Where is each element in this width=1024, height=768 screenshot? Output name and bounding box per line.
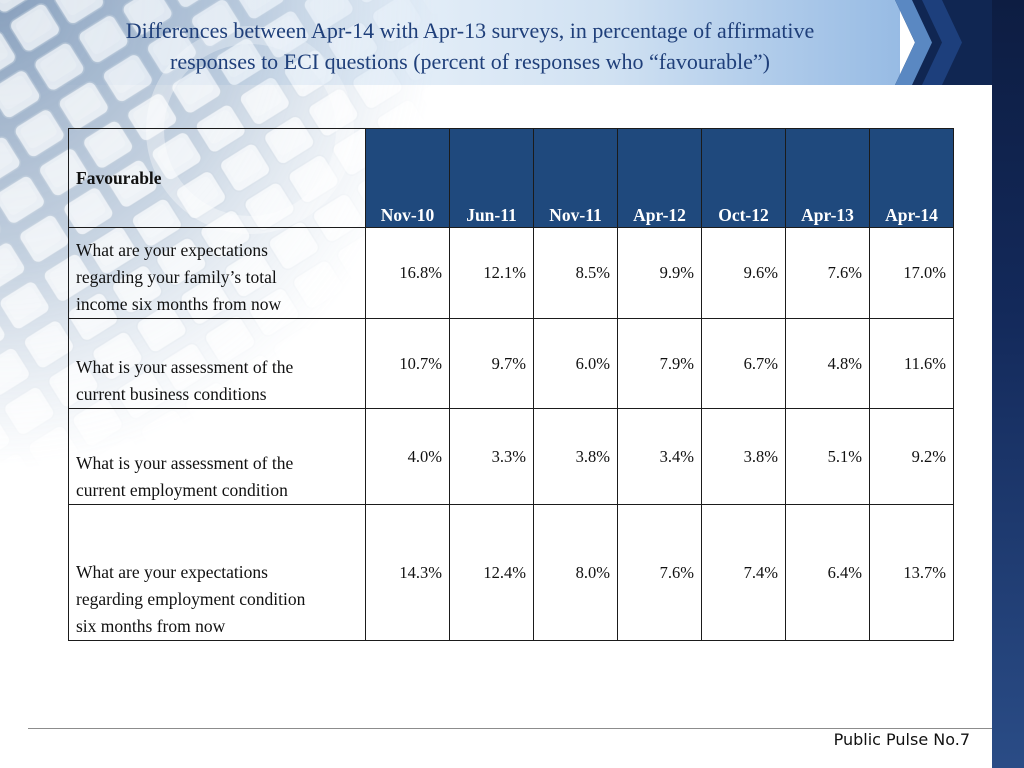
- corner-chevrons: [895, 0, 1024, 85]
- table-row-3: What is your assessment of the current e…: [68, 408, 954, 505]
- row-4-oct-12-value: 7.4%: [701, 504, 786, 641]
- side-band: [992, 0, 1024, 768]
- table-row-1: What are your expectations regarding you…: [68, 227, 954, 319]
- corner-header-cell: Favourable: [68, 128, 366, 228]
- row-3-nov-11-value: 3.8%: [533, 408, 618, 505]
- column-header-apr-13: Apr-13: [785, 128, 870, 228]
- row-4-apr-14-value: 13.7%: [869, 504, 954, 641]
- table-row-2: What is your assessment of the current b…: [68, 318, 954, 409]
- row-1-apr-14-value: 17.0%: [869, 227, 954, 319]
- row-2-label: What is your assessment of the current b…: [68, 318, 366, 409]
- row-2-apr-14-value: 11.6%: [869, 318, 954, 409]
- row-3-apr-14-value: 9.2%: [869, 408, 954, 505]
- column-header-apr-14: Apr-14: [869, 128, 954, 228]
- row-4-label: What are your expectations regarding emp…: [68, 504, 366, 641]
- row-4-apr-12-value: 7.6%: [617, 504, 702, 641]
- row-4-nov-11-value: 8.0%: [533, 504, 618, 641]
- row-2-apr-13-value: 4.8%: [785, 318, 870, 409]
- row-1-apr-13-value: 7.6%: [785, 227, 870, 319]
- row-3-label: What is your assessment of the current e…: [68, 408, 366, 505]
- table-row-4: What are your expectations regarding emp…: [68, 504, 954, 641]
- row-2-apr-12-value: 7.9%: [617, 318, 702, 409]
- row-3-jun-11-value: 3.3%: [449, 408, 534, 505]
- row-1-nov-10-value: 16.8%: [365, 227, 450, 319]
- footer-divider: [28, 728, 992, 729]
- row-2-nov-10-value: 10.7%: [365, 318, 450, 409]
- table-header-row: Favourable Nov-10 Jun-11 Nov-11 Apr-12 O…: [68, 128, 954, 228]
- row-1-oct-12-value: 9.6%: [701, 227, 786, 319]
- row-1-label: What are your expectations regarding you…: [68, 227, 366, 319]
- column-header-nov-11: Nov-11: [533, 128, 618, 228]
- row-1-jun-11-value: 12.1%: [449, 227, 534, 319]
- row-2-oct-12-value: 6.7%: [701, 318, 786, 409]
- footer-label: Public Pulse No.7: [833, 730, 970, 749]
- favourable-table: Favourable Nov-10 Jun-11 Nov-11 Apr-12 O…: [68, 128, 954, 641]
- row-1-apr-12-value: 9.9%: [617, 227, 702, 319]
- column-header-oct-12: Oct-12: [701, 128, 786, 228]
- row-1-nov-11-value: 8.5%: [533, 227, 618, 319]
- row-4-apr-13-value: 6.4%: [785, 504, 870, 641]
- chevron-stripe-dark: [922, 0, 962, 85]
- column-header-apr-12: Apr-12: [617, 128, 702, 228]
- row-4-jun-11-value: 12.4%: [449, 504, 534, 641]
- row-3-oct-12-value: 3.8%: [701, 408, 786, 505]
- column-header-jun-11: Jun-11: [449, 128, 534, 228]
- row-3-apr-13-value: 5.1%: [785, 408, 870, 505]
- row-4-nov-10-value: 14.3%: [365, 504, 450, 641]
- row-3-nov-10-value: 4.0%: [365, 408, 450, 505]
- row-2-nov-11-value: 6.0%: [533, 318, 618, 409]
- chevron-stripe-light: [895, 0, 932, 85]
- row-3-apr-12-value: 3.4%: [617, 408, 702, 505]
- slide-title: Differences between Apr-14 with Apr-13 s…: [125, 18, 815, 74]
- row-2-jun-11-value: 9.7%: [449, 318, 534, 409]
- column-header-nov-10: Nov-10: [365, 128, 450, 228]
